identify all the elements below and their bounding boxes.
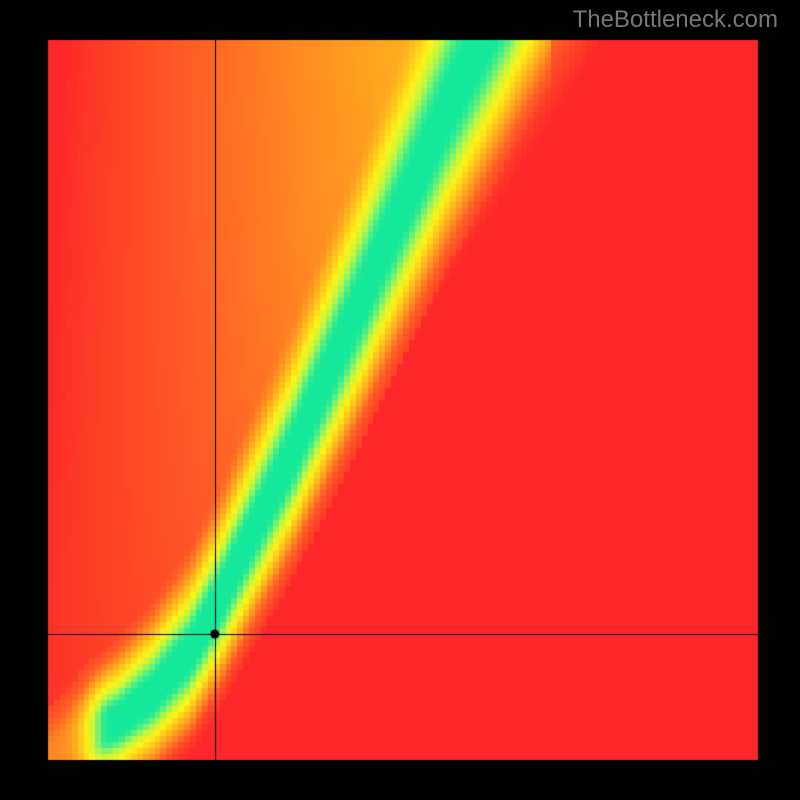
watermark-text: TheBottleneck.com <box>573 6 778 34</box>
bottleneck-heatmap <box>0 0 800 800</box>
chart-container: TheBottleneck.com <box>0 0 800 800</box>
